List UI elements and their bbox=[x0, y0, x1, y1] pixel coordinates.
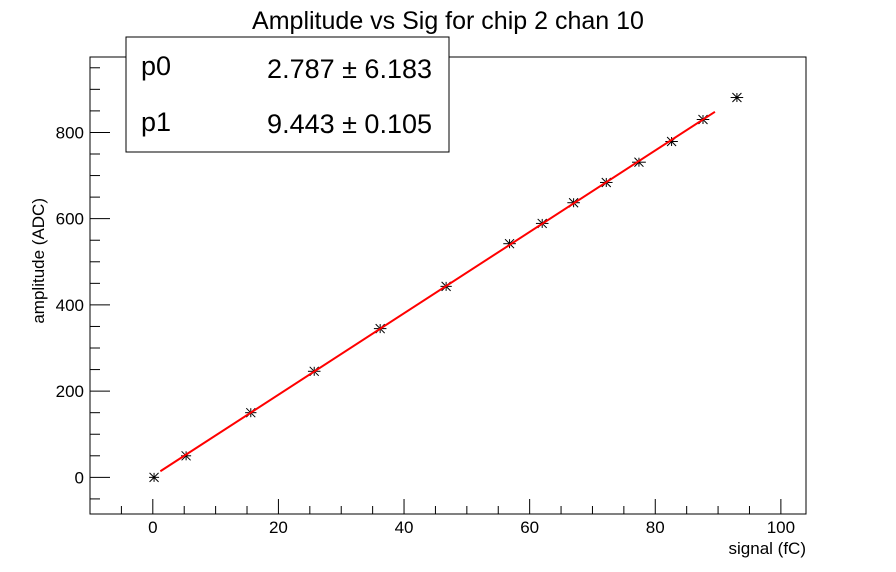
stat-name-p1: p1 bbox=[141, 107, 171, 137]
x-axis-label: signal (fC) bbox=[729, 539, 806, 558]
x-tick-label: 0 bbox=[148, 518, 157, 537]
y-tick-label: 800 bbox=[56, 123, 84, 142]
x-tick-label: 60 bbox=[520, 518, 539, 537]
x-tick-label: 100 bbox=[767, 518, 795, 537]
stat-value-p1: 9.443 ± 0.105 bbox=[267, 109, 432, 139]
y-tick-label: 0 bbox=[75, 468, 84, 487]
y-tick-label: 200 bbox=[56, 382, 84, 401]
chart-title: Amplitude vs Sig for chip 2 chan 10 bbox=[252, 7, 644, 35]
x-axis: 0 20 40 60 80 100 bbox=[89, 499, 795, 537]
data-point bbox=[149, 472, 160, 483]
fit-stats-frame bbox=[125, 36, 450, 153]
y-tick-label: 600 bbox=[56, 210, 84, 229]
y-tick-label: 400 bbox=[56, 296, 84, 315]
x-tick-label: 80 bbox=[646, 518, 665, 537]
marker-stroke bbox=[732, 92, 742, 103]
data-point bbox=[665, 136, 678, 147]
fit-line bbox=[159, 110, 716, 473]
y-axis-label: amplitude (ADC) bbox=[29, 198, 48, 324]
stat-value-p0: 2.787 ± 6.183 bbox=[267, 54, 432, 84]
x-tick-label: 20 bbox=[269, 518, 288, 537]
x-tick-label: 40 bbox=[395, 518, 414, 537]
y-axis: 0 200 400 600 800 bbox=[56, 67, 110, 500]
stat-name-p0: p0 bbox=[141, 51, 171, 81]
data-point bbox=[730, 92, 744, 103]
fit-stats-box: p0 2.787 ± 6.183 p1 9.443 ± 0.105 bbox=[125, 36, 450, 153]
marker-stroke bbox=[149, 472, 159, 483]
